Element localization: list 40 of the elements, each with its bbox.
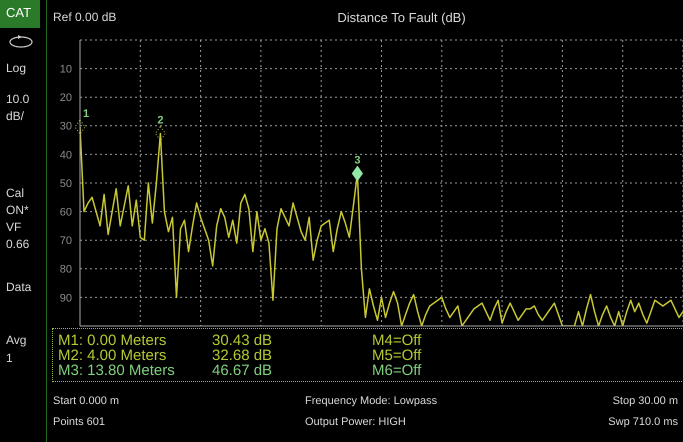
text: Ref 0.00 dB [53, 10, 116, 24]
text: Avg [6, 333, 26, 347]
y-tick-label: 90 [60, 292, 72, 304]
annotation: 1 [82, 108, 90, 120]
text: Stop 30.00 m [612, 395, 678, 407]
text: M1: 0.00 Meters [58, 332, 166, 349]
text: M4=Off [372, 332, 422, 349]
text: 30.43 dB [212, 332, 272, 349]
text: M2: 4.00 Meters [58, 347, 166, 364]
text: Cal [6, 186, 24, 200]
text: Log [6, 61, 26, 75]
y-tick-label: 70 [60, 235, 72, 248]
annotation: 2 [157, 114, 164, 126]
text: 46.67 dB [212, 362, 272, 379]
y-tick-label: 10 [60, 64, 72, 76]
text: dB/ [6, 109, 24, 123]
y-tick-label: 80 [60, 264, 72, 276]
text: VF [6, 220, 22, 234]
text: 0.66 [6, 237, 30, 251]
annotation: 3 [354, 154, 360, 166]
text: Data [6, 280, 32, 294]
y-tick-label: 60 [60, 206, 72, 219]
y-tick-label: 40 [60, 149, 72, 162]
text: M6=Off [372, 362, 422, 379]
text: 32.68 dB [212, 347, 272, 364]
text: CAT [6, 5, 32, 20]
text: Points 601 [53, 416, 105, 428]
text: Start 0.000 m [53, 395, 120, 407]
text: Frequency Mode: Lowpass [305, 395, 438, 407]
text: M3: 13.80 Meters [58, 362, 175, 379]
text: 10.0 [6, 92, 30, 106]
y-tick-label: 20 [60, 92, 72, 104]
y-tick-label: 50 [60, 178, 72, 190]
y-tick-label: 30 [60, 120, 72, 133]
text: M5=Off [372, 347, 422, 364]
text: Swp 710.0 ms [608, 416, 678, 428]
chart-title: Distance To Fault (dB) [337, 10, 466, 25]
text: ON* [6, 203, 29, 217]
text: Output Power: HIGH [305, 416, 406, 428]
text: 1 [6, 351, 13, 365]
